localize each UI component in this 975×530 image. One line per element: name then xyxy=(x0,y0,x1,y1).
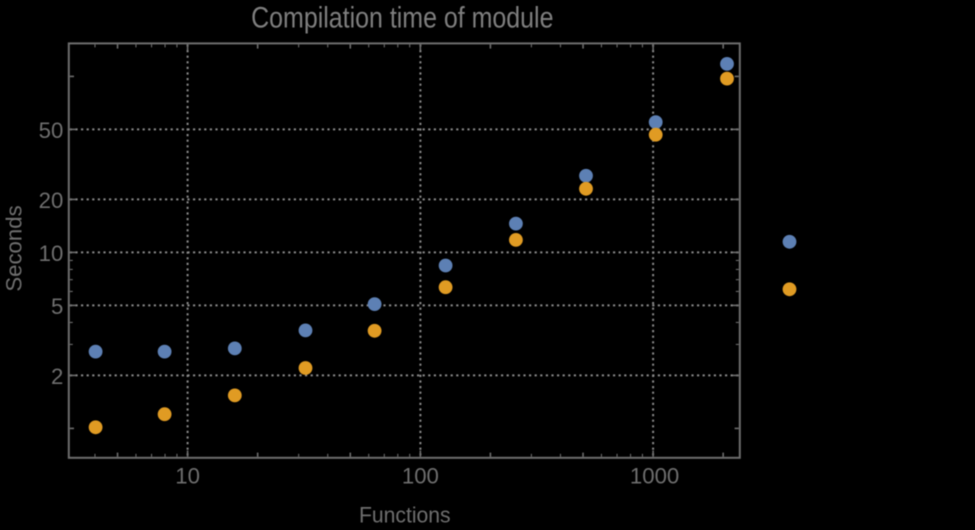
svg-text:2: 2 xyxy=(51,364,63,389)
svg-text:50: 50 xyxy=(39,118,64,143)
svg-text:100: 100 xyxy=(402,464,439,489)
svg-text:Compilation time of module: Compilation time of module xyxy=(251,1,553,34)
svg-text:10: 10 xyxy=(175,464,200,489)
svg-text:10: 10 xyxy=(39,241,64,266)
svg-text:Functions: Functions xyxy=(359,502,451,525)
svg-text:20: 20 xyxy=(39,188,64,213)
svg-text:1000: 1000 xyxy=(630,464,679,489)
svg-text:5: 5 xyxy=(51,294,63,319)
svg-text:Seconds: Seconds xyxy=(2,205,27,291)
